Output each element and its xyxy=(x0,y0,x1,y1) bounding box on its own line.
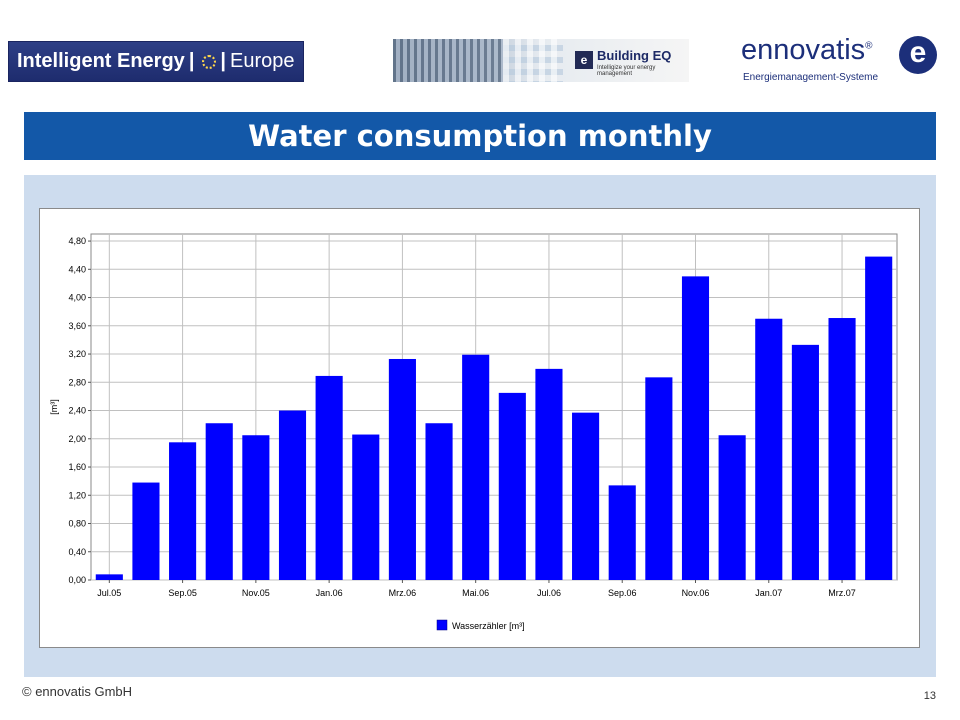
y-tick-label: 2,80 xyxy=(68,377,86,387)
y-tick-label: 0,40 xyxy=(68,547,86,557)
bar xyxy=(755,318,783,580)
bar xyxy=(718,435,746,580)
y-tick-label: 3,20 xyxy=(68,349,86,359)
copyright-text: © ennovatis GmbH xyxy=(22,684,133,699)
x-tick-label: Sep.06 xyxy=(608,588,637,598)
bar xyxy=(608,485,636,580)
building-eq-logo: e Building EQ Intelligize your energy ma… xyxy=(393,39,689,82)
x-tick-label: Jul.06 xyxy=(537,588,561,598)
x-tick-label: Sep.05 xyxy=(168,588,197,598)
x-tick-label: Nov.05 xyxy=(242,588,270,598)
bar xyxy=(572,412,600,580)
y-tick-label: 0,80 xyxy=(68,519,86,529)
bar xyxy=(535,368,563,580)
x-tick-label: Jan.06 xyxy=(316,588,343,598)
ennovatis-logo: ennovatis® Energiemanagement-Systeme e xyxy=(741,34,941,90)
bar xyxy=(462,354,490,580)
ennovatis-e-icon: e xyxy=(899,36,937,74)
logo-ie-europe: Europe xyxy=(230,50,295,72)
x-tick-label: Nov.06 xyxy=(682,588,710,598)
y-tick-label: 4,80 xyxy=(68,236,86,246)
bar xyxy=(791,344,819,580)
slide-title: Water consumption monthly xyxy=(248,119,712,153)
bar xyxy=(278,410,307,580)
y-tick-label: 0,00 xyxy=(68,575,86,585)
logo-ie-text: Intelligent Energy xyxy=(17,50,185,72)
bar xyxy=(425,423,453,580)
building-eq-tagline: Intelligize your energy management xyxy=(597,65,656,77)
x-tick-label: Mrz.07 xyxy=(828,588,856,598)
bar xyxy=(242,435,270,580)
legend-label: Wasserzähler [m³] xyxy=(452,621,525,631)
building-image xyxy=(393,39,503,82)
x-tick-label: Mrz.06 xyxy=(389,588,417,598)
bar xyxy=(865,256,893,580)
y-tick-label: 4,00 xyxy=(68,293,86,303)
building-eq-name: Building EQ xyxy=(597,48,672,63)
bar xyxy=(498,392,526,580)
legend-swatch xyxy=(436,619,448,631)
y-tick-label: 3,60 xyxy=(68,321,86,331)
bar xyxy=(388,358,416,580)
y-axis-label: [m³] xyxy=(49,399,59,415)
bar xyxy=(132,482,160,580)
title-bar: Water consumption monthly xyxy=(24,112,936,160)
chart-container: 0,00 0,40 0,80 1,20 1,60 2,00 2,40 2,80 3,20 3,60… xyxy=(39,208,920,648)
x-tick-label: Mai.06 xyxy=(462,588,489,598)
pattern-decoration xyxy=(503,39,563,82)
x-tick-label: Jan.07 xyxy=(755,588,782,598)
bar xyxy=(681,276,710,580)
y-tick-label: 2,00 xyxy=(68,434,86,444)
bar xyxy=(95,574,123,580)
bar xyxy=(645,377,673,580)
page-number: 13 xyxy=(923,690,936,702)
ennovatis-subtitle: Energiemanagement-Systeme xyxy=(743,72,879,83)
bar xyxy=(352,434,380,580)
bar xyxy=(169,442,197,580)
x-tick-label: Jul.05 xyxy=(97,588,121,598)
y-tick-label: 2,40 xyxy=(68,406,86,416)
bar xyxy=(315,375,343,580)
y-tick-label: 1,20 xyxy=(68,490,86,500)
bar xyxy=(828,318,856,580)
intelligent-energy-europe-logo: Intelligent Energy | | Europe xyxy=(8,41,304,82)
building-eq-mark-icon: e xyxy=(575,51,593,69)
ennovatis-wordmark: ennovatis® xyxy=(741,34,873,66)
bar xyxy=(205,423,233,580)
eu-stars-icon xyxy=(202,54,217,69)
y-tick-label: 1,60 xyxy=(68,462,86,472)
bar-chart: 0,00 0,40 0,80 1,20 1,60 2,00 2,40 2,80 3,20 3,60… xyxy=(49,233,898,631)
y-tick-label: 4,40 xyxy=(68,264,86,274)
